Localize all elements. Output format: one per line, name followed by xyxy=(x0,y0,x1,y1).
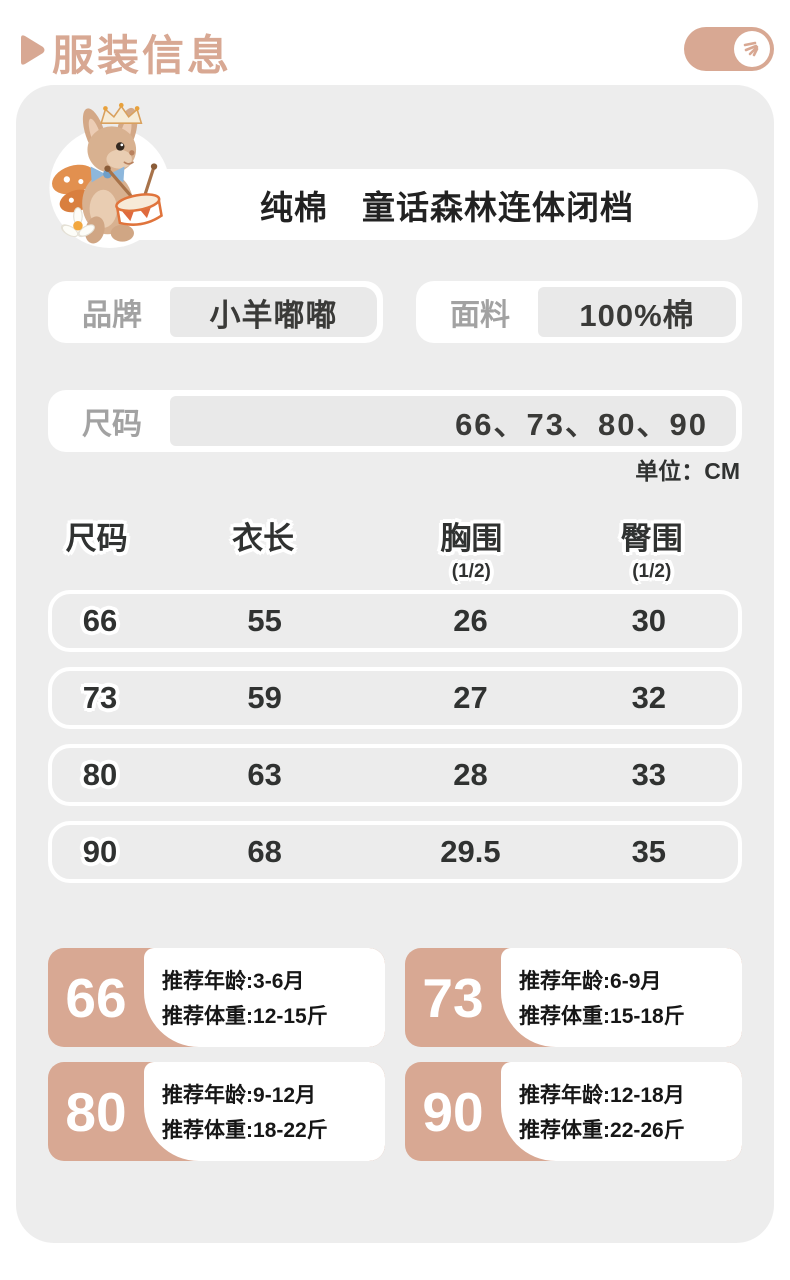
fabric-value: 100%棉 xyxy=(538,287,736,337)
recommendation-card: 66 推荐年龄:3-6月 推荐体重:12-15斤 xyxy=(48,948,385,1047)
brand-field: 品牌 小羊嘟嘟 xyxy=(48,281,383,343)
recommendation-text: 推荐年龄:3-6月 推荐体重:12-15斤 xyxy=(144,948,385,1047)
recommendation-card: 80 推荐年龄:9-12月 推荐体重:18-22斤 xyxy=(48,1062,385,1161)
product-title: 纯棉 童话森林连体闭档 xyxy=(260,188,634,226)
recommended-weight: 推荐体重:22-26斤 xyxy=(519,1119,685,1142)
product-title-pill: 纯棉 童话森林连体闭档 xyxy=(76,169,758,240)
recommendation-card: 73 推荐年龄:6-9月 推荐体重:15-18斤 xyxy=(405,948,742,1047)
recommendation-card: 90 推荐年龄:12-18月 推荐体重:22-26斤 xyxy=(405,1062,742,1161)
sizes-value: 66、73、80、90 xyxy=(170,396,736,446)
sizes-field: 尺码 66、73、80、90 xyxy=(48,390,742,452)
recommended-age: 推荐年龄:12-18月 xyxy=(519,1084,685,1107)
section-title: 服装信息 xyxy=(52,32,233,79)
size-badge: 90 xyxy=(422,1080,484,1143)
column-header-size: 尺码 xyxy=(65,521,128,556)
size-badge: 80 xyxy=(65,1080,127,1143)
size-badge: 66 xyxy=(65,966,127,1029)
rabbit-illustration xyxy=(49,102,170,248)
size-table-header: 尺码 衣长 胸围 (1/2) 臀围 (1/2) xyxy=(48,513,742,583)
pointer-icon xyxy=(21,35,45,65)
brand-label: 品牌 xyxy=(82,299,142,332)
recommended-weight: 推荐体重:18-22斤 xyxy=(162,1119,328,1142)
recommended-age: 推荐年龄:3-6月 xyxy=(162,970,305,993)
recommended-weight: 推荐体重:15-18斤 xyxy=(519,1005,685,1028)
brand-value: 小羊嘟嘟 xyxy=(170,287,377,337)
recommended-weight: 推荐体重:12-15斤 xyxy=(162,1005,328,1028)
table-row: 80 63 28 33 xyxy=(48,744,742,806)
shine-icon xyxy=(734,31,770,67)
unit-note: 单位：CM xyxy=(635,458,740,484)
size-badge: 73 xyxy=(422,966,484,1029)
fabric-label: 面料 xyxy=(450,299,510,332)
sizes-label: 尺码 xyxy=(82,408,142,441)
table-row: 90 68 29.5 35 xyxy=(48,821,742,883)
column-header-length: 衣长 xyxy=(232,521,295,556)
recommendation-cards: 66 推荐年龄:3-6月 推荐体重:12-15斤 73 推荐年龄:6-9月 推荐… xyxy=(48,948,742,1161)
table-row: 73 59 27 32 xyxy=(48,667,742,729)
size-table-body: 66 55 26 30 73 59 27 32 80 63 28 33 90 6… xyxy=(48,590,742,898)
fabric-field: 面料 100%棉 xyxy=(416,281,742,343)
recommendation-text: 推荐年龄:6-9月 推荐体重:15-18斤 xyxy=(501,948,742,1047)
corner-button[interactable] xyxy=(684,27,774,71)
recommended-age: 推荐年龄:6-9月 xyxy=(519,970,662,993)
column-header-hip: 臀围 (1/2) xyxy=(620,521,683,582)
table-row: 66 55 26 30 xyxy=(48,590,742,652)
recommendation-text: 推荐年龄:12-18月 推荐体重:22-26斤 xyxy=(501,1062,742,1161)
recommended-age: 推荐年龄:9-12月 xyxy=(162,1084,317,1107)
column-header-chest: 胸围 (1/2) xyxy=(440,521,503,582)
recommendation-text: 推荐年龄:9-12月 推荐体重:18-22斤 xyxy=(144,1062,385,1161)
info-card: 纯棉 童话森林连体闭档 品牌 小羊嘟嘟 面料 100%棉 尺码 66、73、80… xyxy=(16,85,774,1243)
